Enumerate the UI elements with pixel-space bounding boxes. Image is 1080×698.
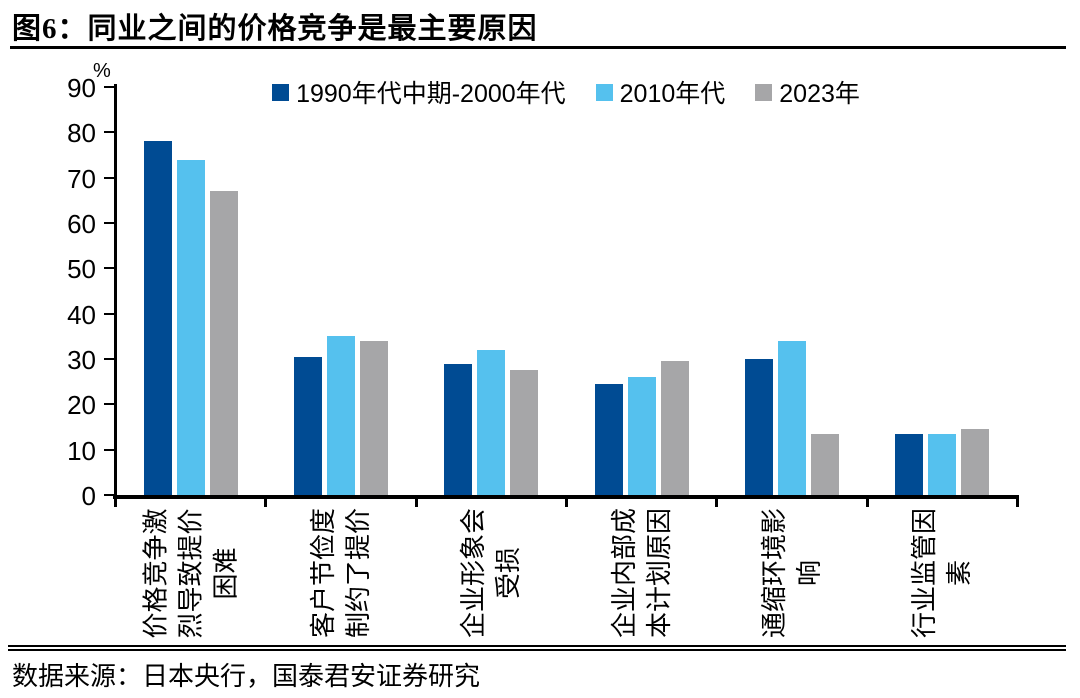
title-underline: [10, 46, 1066, 49]
bar-series0-cat1: [294, 356, 322, 495]
category-label-5: 行业监管因 素: [910, 508, 975, 639]
bar-series1-cat5: [928, 433, 957, 495]
legend-label: 2010年代: [619, 80, 726, 108]
data-source-note: 数据来源：日本央行，国泰君安证券研究: [12, 662, 481, 691]
x-tick-mark: [715, 498, 719, 507]
y-tick-label: 10: [67, 435, 96, 466]
category-label-0: 价格竞争激 烈导致提价 困难: [141, 508, 241, 639]
category-label-1: 客户节俭度 制约了提价: [309, 508, 373, 639]
figure-title: 图6：同业之间的价格竞争是最主要原因: [12, 13, 538, 45]
y-tick-mark: [104, 131, 114, 134]
bottom-rule-top: [8, 645, 1066, 647]
bar-series1-cat0: [176, 159, 205, 495]
bar-series0-cat4: [745, 359, 773, 495]
y-tick-label: 60: [67, 209, 96, 239]
x-tick-mark: [114, 498, 117, 507]
bar-series1-cat3: [627, 377, 656, 495]
legend-swatch-icon: [755, 83, 773, 101]
x-tick-mark: [264, 498, 268, 507]
x-tick-mark: [865, 498, 869, 507]
legend-label: 1990年代中期-2000年代: [296, 80, 566, 108]
y-tick-label: 30: [67, 345, 96, 375]
y-tick-mark: [104, 494, 114, 496]
bar-series0-cat5: [895, 433, 924, 495]
legend-swatch-icon: [595, 83, 613, 101]
x-tick-mark: [565, 498, 568, 507]
y-tick-mark: [104, 403, 114, 406]
y-tick-mark: [104, 448, 114, 451]
bar-series2-cat4: [811, 433, 839, 495]
y-tick-label: 50: [67, 254, 96, 285]
legend-item-2: 2023年: [755, 74, 860, 110]
chart-legend: 1990年代中期-2000年代 2010年代 2023年: [115, 74, 1017, 110]
bottom-rule-bottom: [8, 649, 1066, 651]
y-tick-mark: [104, 358, 114, 360]
y-axis-unit-label: %: [93, 60, 111, 82]
x-axis-line: [113, 495, 1019, 499]
y-tick-mark: [104, 176, 114, 179]
bar-series0-cat3: [594, 383, 623, 495]
bar-series2-cat5: [961, 429, 990, 495]
category-label-2: 企业形象会 受损: [459, 508, 524, 639]
y-tick-label: 40: [67, 299, 96, 330]
y-tick-mark: [104, 267, 114, 270]
bar-series2-cat3: [660, 361, 689, 495]
category-label-3: 企业内部成 本计划原因: [609, 508, 674, 639]
x-tick-mark: [414, 498, 418, 507]
y-tick-label: 80: [67, 118, 96, 149]
y-tick-label: 90: [67, 73, 96, 103]
y-tick-label: 20: [67, 390, 96, 421]
bar-series1-cat1: [327, 336, 355, 495]
y-axis-line: [114, 84, 117, 499]
x-tick-mark: [1016, 498, 1019, 507]
bar-series0-cat2: [444, 363, 473, 495]
legend-swatch-icon: [272, 83, 290, 101]
bar-series2-cat0: [209, 191, 238, 495]
y-tick-label: 0: [81, 481, 96, 511]
y-tick-label: 70: [67, 163, 96, 194]
bar-series1-cat2: [477, 349, 506, 495]
y-tick-mark: [104, 312, 114, 315]
legend-item-1: 2010年代: [595, 74, 726, 110]
category-label-4: 通缩环境影 响: [760, 508, 824, 639]
y-tick-mark: [104, 222, 114, 224]
bar-series2-cat1: [360, 340, 388, 495]
legend-item-0: 1990年代中期-2000年代: [272, 74, 566, 110]
bar-series2-cat2: [510, 370, 539, 495]
y-tick-mark: [104, 86, 114, 88]
bar-series0-cat0: [143, 141, 172, 495]
bar-series1-cat4: [778, 340, 806, 495]
legend-label: 2023年: [779, 80, 860, 108]
